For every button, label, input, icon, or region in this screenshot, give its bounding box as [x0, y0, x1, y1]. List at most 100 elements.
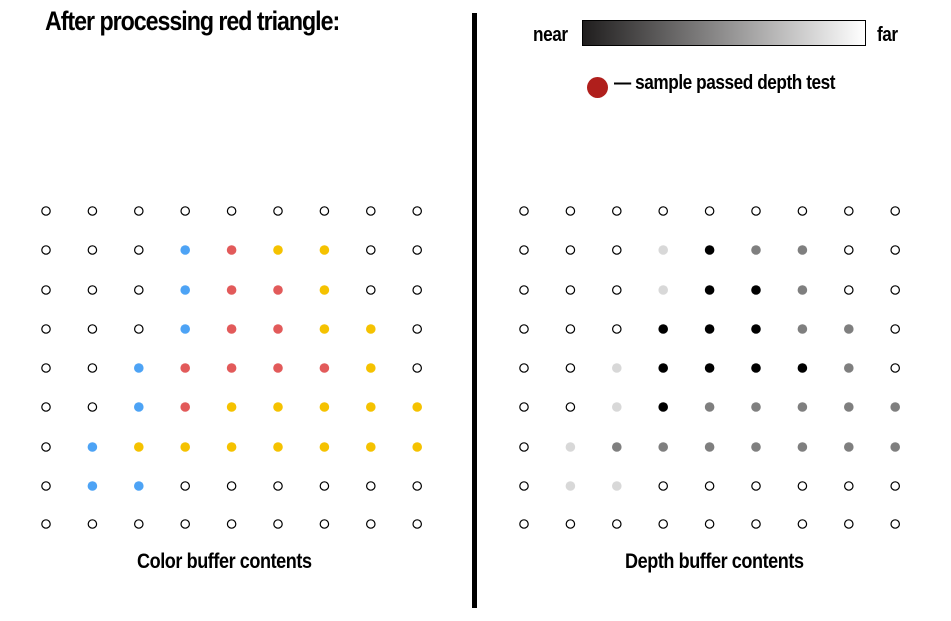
- color-buffer-sample-empty: [412, 363, 422, 373]
- color-buffer-sample-empty: [319, 481, 330, 491]
- color-buffer-sample-yellow: [412, 442, 423, 452]
- color-buffer-sample-blue: [180, 285, 190, 295]
- color-buffer-sample-blue: [87, 481, 98, 491]
- color-buffer-sample-empty: [41, 481, 51, 491]
- depth-buffer-sample-dark-gray: [658, 442, 668, 452]
- depth-buffer-sample-dark-gray: [844, 363, 854, 373]
- color-buffer-sample-empty: [226, 519, 237, 529]
- color-buffer-sample-empty: [365, 285, 376, 295]
- depth-buffer-sample-dark-gray: [844, 402, 854, 412]
- color-buffer-sample-yellow: [226, 442, 237, 452]
- depth-buffer-sample-empty: [565, 206, 576, 216]
- color-buffer-sample-red: [226, 245, 237, 255]
- depth-buffer-sample-black: [751, 324, 761, 334]
- color-buffer-caption: Color buffer contents: [137, 550, 312, 573]
- color-buffer-sample-empty: [41, 245, 51, 255]
- depth-scale-gradient: [582, 20, 866, 46]
- color-buffer-sample-yellow: [366, 324, 376, 334]
- depth-scale-far-label: far: [877, 24, 898, 46]
- color-buffer-sample-empty: [41, 402, 51, 412]
- color-buffer-sample-empty: [87, 324, 98, 334]
- color-buffer-sample-red: [226, 285, 237, 295]
- depth-buffer-sample-empty: [890, 324, 900, 334]
- color-buffer-sample-empty: [226, 481, 237, 491]
- color-buffer-sample-yellow: [319, 442, 330, 452]
- color-buffer-sample-empty: [87, 245, 98, 255]
- depth-buffer-sample-empty: [704, 206, 715, 216]
- depth-buffer-sample-black: [704, 363, 715, 373]
- depth-buffer-sample-black: [704, 324, 715, 334]
- color-buffer-sample-yellow: [366, 402, 376, 412]
- color-buffer-sample-empty: [41, 442, 51, 452]
- color-buffer-sample-empty: [134, 324, 144, 334]
- color-buffer-sample-blue: [134, 481, 144, 491]
- color-buffer-sample-empty: [273, 206, 283, 216]
- color-buffer-sample-empty: [412, 481, 422, 491]
- color-buffer-sample-empty: [180, 519, 190, 529]
- depth-buffer-sample-dark-gray: [751, 245, 761, 255]
- color-buffer-sample-empty: [87, 285, 98, 295]
- color-buffer-sample-empty: [134, 206, 144, 216]
- color-buffer-sample-empty: [412, 519, 422, 529]
- color-buffer-sample-empty: [365, 481, 376, 491]
- color-buffer-sample-red: [226, 363, 237, 373]
- color-buffer-sample-yellow: [319, 402, 330, 412]
- depth-buffer-sample-empty: [611, 519, 622, 529]
- color-buffer-sample-empty: [87, 519, 98, 529]
- depth-buffer-sample-empty: [611, 324, 622, 334]
- depth-buffer-sample-empty: [797, 481, 808, 491]
- depth-buffer-sample-empty: [658, 481, 668, 491]
- depth-buffer-sample-dark-gray: [797, 442, 808, 452]
- vertical-divider: [472, 13, 477, 608]
- color-buffer-sample-empty: [134, 285, 144, 295]
- color-buffer-sample-empty: [41, 519, 51, 529]
- color-buffer-sample-empty: [180, 481, 190, 491]
- depth-buffer-sample-black: [658, 402, 668, 412]
- color-buffer-sample-empty: [41, 324, 51, 334]
- depth-buffer-sample-dark-gray: [797, 285, 808, 295]
- depth-buffer-sample-empty: [843, 285, 854, 295]
- depth-buffer-sample-black: [658, 324, 668, 334]
- depth-buffer-sample-light-gray: [612, 402, 622, 412]
- color-buffer-sample-empty: [41, 363, 51, 373]
- depth-buffer-sample-light-gray: [565, 442, 576, 452]
- color-buffer-sample-empty: [412, 285, 422, 295]
- color-buffer-sample-red: [273, 285, 283, 295]
- color-buffer-sample-yellow: [319, 324, 330, 334]
- color-buffer-sample-yellow: [412, 402, 423, 412]
- depth-buffer-sample-empty: [843, 481, 854, 491]
- color-buffer-sample-empty: [365, 206, 376, 216]
- color-buffer-sample-yellow: [366, 363, 376, 373]
- depth-buffer-sample-empty: [519, 245, 529, 255]
- depth-buffer-sample-empty: [611, 245, 622, 255]
- depth-buffer-sample-dark-gray: [797, 324, 808, 334]
- color-buffer-sample-yellow: [180, 442, 190, 452]
- depth-buffer-sample-empty: [704, 519, 715, 529]
- depth-buffer-sample-empty: [519, 363, 529, 373]
- depth-scale-near-label: near: [533, 24, 568, 46]
- depth-buffer-sample-black: [704, 285, 715, 295]
- depth-buffer-sample-empty: [519, 324, 529, 334]
- color-buffer-sample-blue: [180, 324, 190, 334]
- depth-buffer-sample-empty: [843, 206, 854, 216]
- color-buffer-sample-yellow: [273, 442, 283, 452]
- depth-buffer-sample-empty: [890, 481, 900, 491]
- depth-buffer-sample-empty: [843, 245, 854, 255]
- color-buffer-sample-yellow: [319, 285, 330, 295]
- color-buffer-sample-yellow: [319, 245, 330, 255]
- depth-buffer-sample-empty: [751, 206, 761, 216]
- depth-buffer-sample-dark-gray: [704, 442, 715, 452]
- depth-buffer-sample-empty: [565, 402, 576, 412]
- depth-buffer-sample-light-gray: [565, 481, 576, 491]
- depth-buffer-sample-empty: [519, 519, 529, 529]
- depth-buffer-sample-empty: [890, 363, 900, 373]
- depth-buffer-sample-empty: [890, 245, 900, 255]
- depth-buffer-sample-light-gray: [658, 285, 668, 295]
- color-buffer-sample-red: [226, 324, 237, 334]
- depth-buffer-sample-dark-gray: [844, 324, 854, 334]
- depth-buffer-sample-dark-gray: [612, 442, 622, 452]
- color-buffer-sample-yellow: [134, 442, 144, 452]
- color-buffer-sample-empty: [134, 245, 144, 255]
